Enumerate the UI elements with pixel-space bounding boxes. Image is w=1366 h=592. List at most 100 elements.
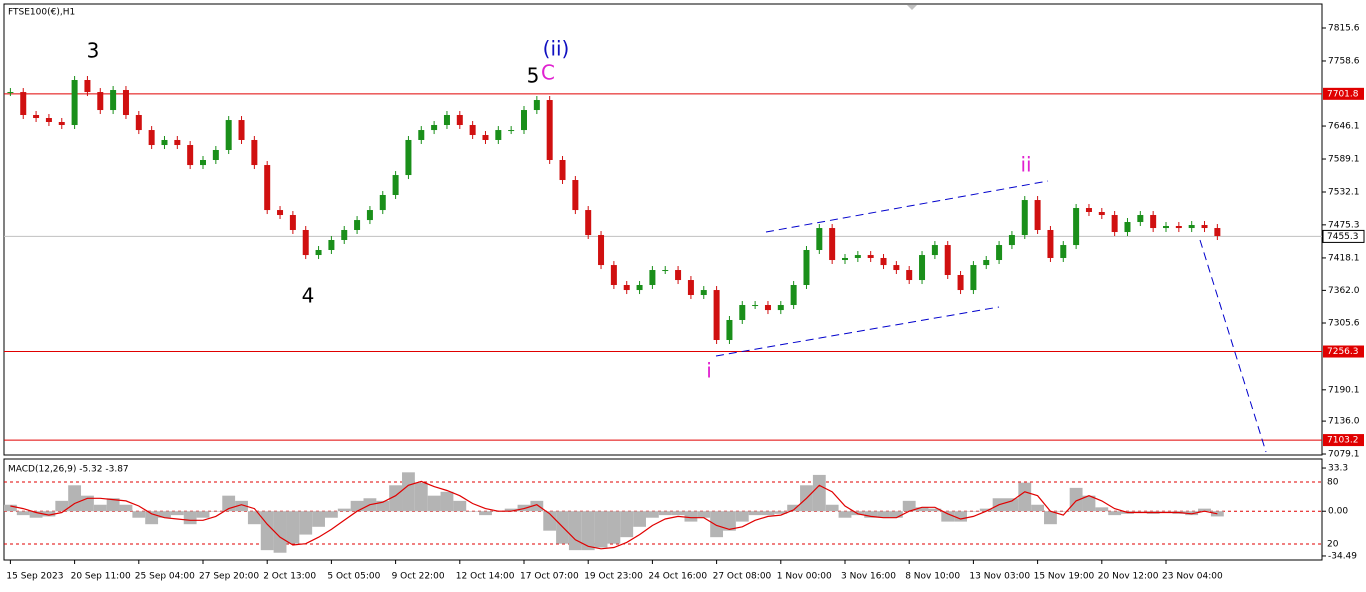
x-tick-label: 19 Oct 23:00: [584, 572, 643, 582]
candle: [880, 257, 887, 266]
macd-bar: [324, 511, 338, 518]
candle: [1175, 226, 1182, 229]
chart-title: FTSE100(€),H1: [8, 8, 75, 18]
candle: [354, 220, 361, 230]
macd-bar: [119, 504, 133, 512]
candle: [469, 125, 476, 136]
candle: [495, 130, 502, 140]
candle: [122, 90, 129, 116]
x-tick-label: 8 Nov 10:00: [905, 572, 960, 582]
macd-bar: [658, 511, 672, 516]
candle: [366, 210, 373, 221]
macd-bar: [954, 511, 967, 522]
candle: [764, 305, 771, 311]
candle: [816, 228, 823, 251]
level-box: [1323, 87, 1364, 100]
macd-bar: [864, 511, 878, 518]
candle: [572, 180, 579, 211]
x-tick-label: 15 Sep 2023: [6, 572, 63, 582]
macd-bar: [312, 511, 325, 527]
macd-bar: [812, 474, 826, 512]
y-tick-label: 7190.1: [1328, 385, 1360, 395]
macd-bar: [941, 511, 955, 522]
y-tick-label: -34.49: [1328, 551, 1357, 561]
projection-line: [1199, 239, 1267, 453]
y-tick-label: 7646.1: [1328, 122, 1360, 132]
wave-label: (ii): [543, 37, 570, 61]
macd-bar: [376, 500, 390, 512]
macd-bar: [158, 511, 171, 518]
y-tick-label: 7475.3: [1328, 220, 1360, 230]
candle: [700, 290, 707, 296]
macd-bar: [889, 511, 903, 518]
candle: [803, 250, 810, 286]
candle: [1021, 200, 1028, 236]
candle: [341, 229, 348, 240]
macd-bar: [466, 511, 480, 512]
y-tick-label: 7418.1: [1328, 253, 1360, 263]
candle: [97, 92, 104, 111]
x-tick-label: 12 Oct 14:00: [456, 572, 515, 582]
x-tick-label: 3 Nov 16:00: [841, 572, 896, 582]
macd-bar: [247, 511, 261, 525]
candle: [1060, 245, 1067, 258]
macd-bar: [530, 500, 544, 512]
candle: [752, 305, 759, 307]
macd-bar: [427, 495, 441, 512]
candle: [1124, 222, 1131, 233]
macd-bar: [299, 511, 313, 535]
candle: [418, 130, 425, 140]
candle: [315, 250, 322, 256]
candle: [225, 120, 232, 150]
macd-bar: [774, 511, 788, 514]
level-label: 80: [1327, 478, 1339, 488]
macd-bar: [235, 500, 248, 512]
macd-bar: [55, 500, 69, 512]
macd-title: MACD(12,26,9) -5.32 -3.87: [8, 465, 129, 475]
main-pane: [3, 3, 1323, 456]
candle: [1047, 229, 1054, 258]
candle: [919, 255, 926, 281]
macd-bar: [1159, 511, 1173, 512]
level-label: 7103.2: [1327, 436, 1359, 446]
candle: [713, 290, 720, 341]
candle: [842, 257, 848, 261]
candle: [405, 139, 412, 176]
macd-bar: [1108, 511, 1122, 516]
candle: [931, 245, 938, 256]
macd-bar: [877, 511, 890, 518]
candle: [687, 280, 694, 296]
candle: [636, 285, 643, 291]
x-tick-label: 23 Nov 04:00: [1162, 572, 1223, 582]
shift-marker: [907, 5, 917, 10]
y-tick-label: 7815.6: [1328, 24, 1360, 34]
y-tick-label: 7079.1: [1328, 450, 1360, 460]
candle: [533, 100, 540, 111]
macd-bar: [838, 511, 852, 518]
candle: [559, 160, 566, 181]
macd-bar: [414, 482, 428, 512]
macd-bar: [183, 511, 197, 525]
macd-bar: [132, 511, 146, 518]
candle: [649, 270, 656, 286]
candle: [957, 274, 964, 291]
macd-bar: [68, 485, 82, 512]
candle: [623, 285, 630, 291]
y-tick-label: 33.3: [1328, 464, 1348, 474]
candle: [1201, 225, 1208, 229]
candle: [1073, 208, 1080, 246]
candle: [546, 100, 553, 161]
wave-label: 3: [87, 39, 100, 63]
wave-label: 5: [527, 64, 540, 88]
candle: [1150, 215, 1157, 229]
level-box: [1323, 345, 1364, 358]
macd-bar: [1198, 508, 1211, 512]
level-label: 7256.3: [1327, 347, 1359, 357]
macd-bar: [966, 511, 980, 512]
candle: [238, 120, 245, 140]
candle: [174, 139, 181, 146]
candle: [598, 235, 605, 266]
candle: [45, 118, 52, 122]
candle: [1111, 215, 1118, 233]
